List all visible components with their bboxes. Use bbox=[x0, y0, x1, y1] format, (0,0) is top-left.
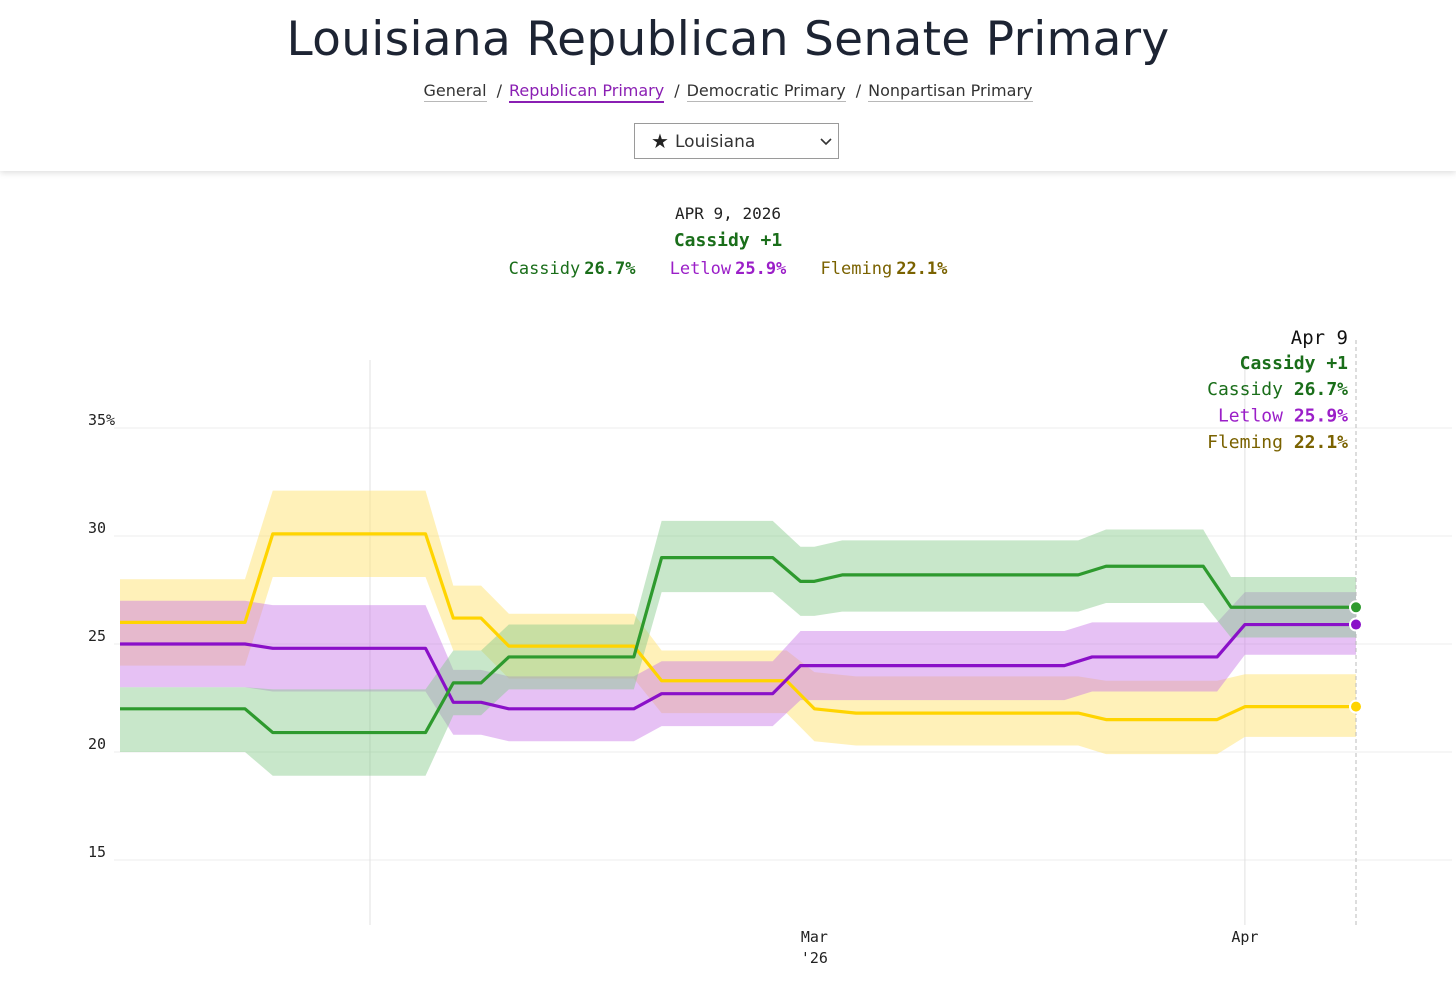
summary-fleming: Fleming 22.1% bbox=[821, 256, 948, 282]
polling-average-chart[interactable]: 35% 30 25 20 15 Mar '26 Apr Apr 9 Cassidy +1 Cassi… bbox=[0, 300, 1456, 980]
letlow-band bbox=[120, 592, 1356, 742]
summary-letlow-value: 25.9% bbox=[735, 259, 787, 279]
hover-lead: Cassidy +1 bbox=[1240, 353, 1348, 374]
hover-row-value: 22.1% bbox=[1294, 432, 1348, 453]
hover-row-letlow: Letlow 25.9% bbox=[1218, 406, 1348, 427]
cassidy-line bbox=[120, 556, 1356, 735]
fleming-band bbox=[120, 490, 1356, 755]
fleming-line bbox=[120, 532, 1356, 722]
hover-date: Apr 9 bbox=[1291, 327, 1348, 349]
hover-row-name: Fleming bbox=[1207, 432, 1294, 453]
fleming-end-dot bbox=[1349, 699, 1363, 714]
summary-letlow-name: Letlow bbox=[669, 259, 732, 279]
chevron-down-icon bbox=[820, 138, 832, 146]
hover-row-value: 25.9% bbox=[1294, 406, 1348, 427]
summary-panel: APR 9, 2026 Cassidy +1 Cassidy 26.7% Letl… bbox=[0, 202, 1456, 282]
tab-democratic-primary[interactable]: Democratic Primary bbox=[686, 81, 846, 102]
summary-letlow: Letlow 25.9% bbox=[670, 256, 787, 282]
tab-separator: / bbox=[855, 81, 862, 100]
hover-row-name: Letlow bbox=[1218, 406, 1294, 427]
state-select[interactable]: ★ Louisiana bbox=[634, 123, 839, 159]
summary-lead: Cassidy +1 bbox=[673, 230, 783, 251]
summary-cassidy-value: 26.7% bbox=[584, 259, 636, 279]
summary-fleming-value: 22.1% bbox=[896, 259, 948, 279]
y-tick-label: 20 bbox=[88, 735, 106, 753]
summary-cassidy: Cassidy 26.7% bbox=[509, 256, 636, 282]
cassidy-band bbox=[120, 520, 1356, 776]
tab-separator: / bbox=[496, 81, 502, 100]
tab-separator: / bbox=[674, 81, 680, 100]
hover-row-value: 26.7% bbox=[1294, 379, 1348, 400]
letlow-end-dot bbox=[1349, 617, 1363, 632]
tab-general[interactable]: General bbox=[423, 81, 487, 102]
hover-row-fleming: Fleming 22.1% bbox=[1207, 432, 1348, 453]
letlow-line bbox=[120, 622, 1356, 711]
hover-row-name: Cassidy bbox=[1207, 379, 1294, 400]
x-tick-label: Apr bbox=[1231, 928, 1258, 946]
primary-tabs: General / Republican Primary / Democratic Pr… bbox=[0, 81, 1456, 103]
y-tick-label: 35% bbox=[88, 411, 115, 429]
summary-candidates: Cassidy 26.7% Letlow 25.9% Fleming 22.1% bbox=[0, 256, 1456, 282]
hover-row-cassidy: Cassidy 26.7% bbox=[1207, 379, 1348, 400]
page-title: Louisiana Republican Senate Primary bbox=[286, 12, 1170, 67]
y-tick-label: 25 bbox=[88, 627, 106, 645]
summary-cassidy-name: Cassidy bbox=[508, 259, 581, 279]
cassidy-end-dot bbox=[1349, 600, 1363, 615]
y-tick-label: 15 bbox=[88, 843, 106, 861]
state-select-value: Louisiana bbox=[675, 132, 756, 152]
tab-nonpartisan-primary[interactable]: Nonpartisan Primary bbox=[868, 81, 1033, 102]
summary-date: APR 9, 2026 bbox=[675, 204, 781, 223]
x-tick-sublabel: '26 bbox=[801, 949, 828, 967]
summary-fleming-name: Fleming bbox=[820, 259, 893, 279]
star-icon: ★ bbox=[651, 129, 669, 153]
page-header: Louisiana Republican Senate Primary Gene… bbox=[0, 0, 1456, 171]
x-tick-label: Mar bbox=[801, 928, 828, 946]
y-tick-label: 30 bbox=[88, 519, 106, 537]
tab-republican-primary[interactable]: Republican Primary bbox=[508, 81, 665, 103]
